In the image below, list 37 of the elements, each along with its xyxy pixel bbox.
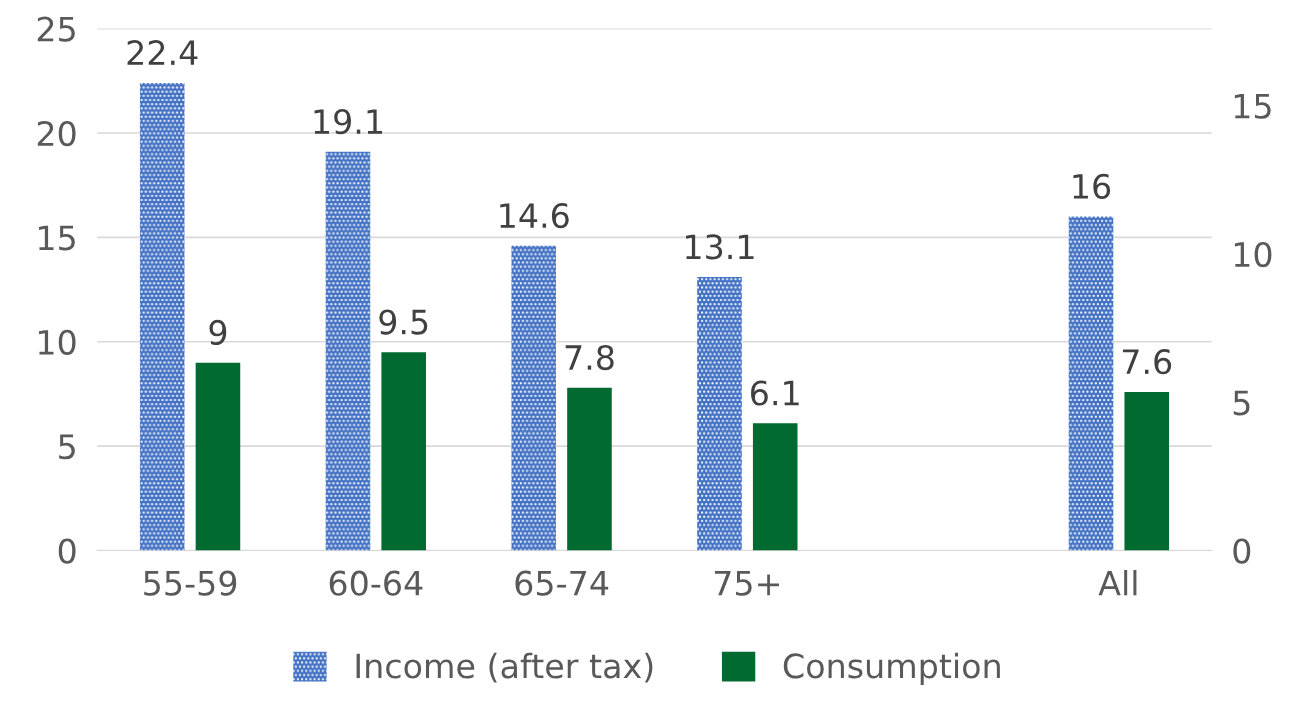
data-label: 22.4 xyxy=(127,40,198,65)
data-label: 16 xyxy=(1073,173,1111,199)
data-label: 13.1 xyxy=(686,234,754,260)
data-label: 9.5 xyxy=(379,309,428,335)
bar xyxy=(1068,216,1114,551)
x-tick-label: 60-64 xyxy=(329,570,423,596)
data-label: 19.1 xyxy=(314,109,383,135)
x-tick-label: 55-59 xyxy=(144,570,237,596)
y-tick-label: 0 xyxy=(58,538,76,564)
data-label: 9 xyxy=(209,319,227,346)
bar xyxy=(381,352,426,551)
data-label: 7.6 xyxy=(1122,349,1172,375)
bar xyxy=(325,151,371,551)
bar xyxy=(195,362,241,551)
y2-tick-label: 10 xyxy=(1234,241,1272,268)
y-tick-label: 20 xyxy=(37,120,76,147)
bar xyxy=(511,245,557,551)
bar xyxy=(697,277,742,551)
y-tick-label: 15 xyxy=(39,225,75,251)
y2-tick-label: 15 xyxy=(1234,94,1271,119)
x-tick-label: 75+ xyxy=(714,571,779,596)
x-tick-label: All xyxy=(1098,569,1137,596)
bar xyxy=(567,387,612,551)
bar xyxy=(752,423,798,551)
legend-label: Income (after tax) xyxy=(356,652,653,683)
y2-tick-label: 5 xyxy=(1233,390,1250,416)
x-tick-label: 65-74 xyxy=(515,570,609,596)
y-tick-label: 10 xyxy=(39,329,76,355)
bar xyxy=(139,82,185,551)
legend-label: Consumption xyxy=(783,652,1000,685)
data-label: 7.8 xyxy=(565,344,614,371)
data-label: 6.1 xyxy=(751,380,799,406)
y2-tick-label: 0 xyxy=(1233,538,1251,564)
y-tick-label: 25 xyxy=(37,16,75,42)
bar xyxy=(1124,391,1170,551)
y-tick-label: 5 xyxy=(59,434,75,460)
data-label: 14.6 xyxy=(500,202,569,229)
